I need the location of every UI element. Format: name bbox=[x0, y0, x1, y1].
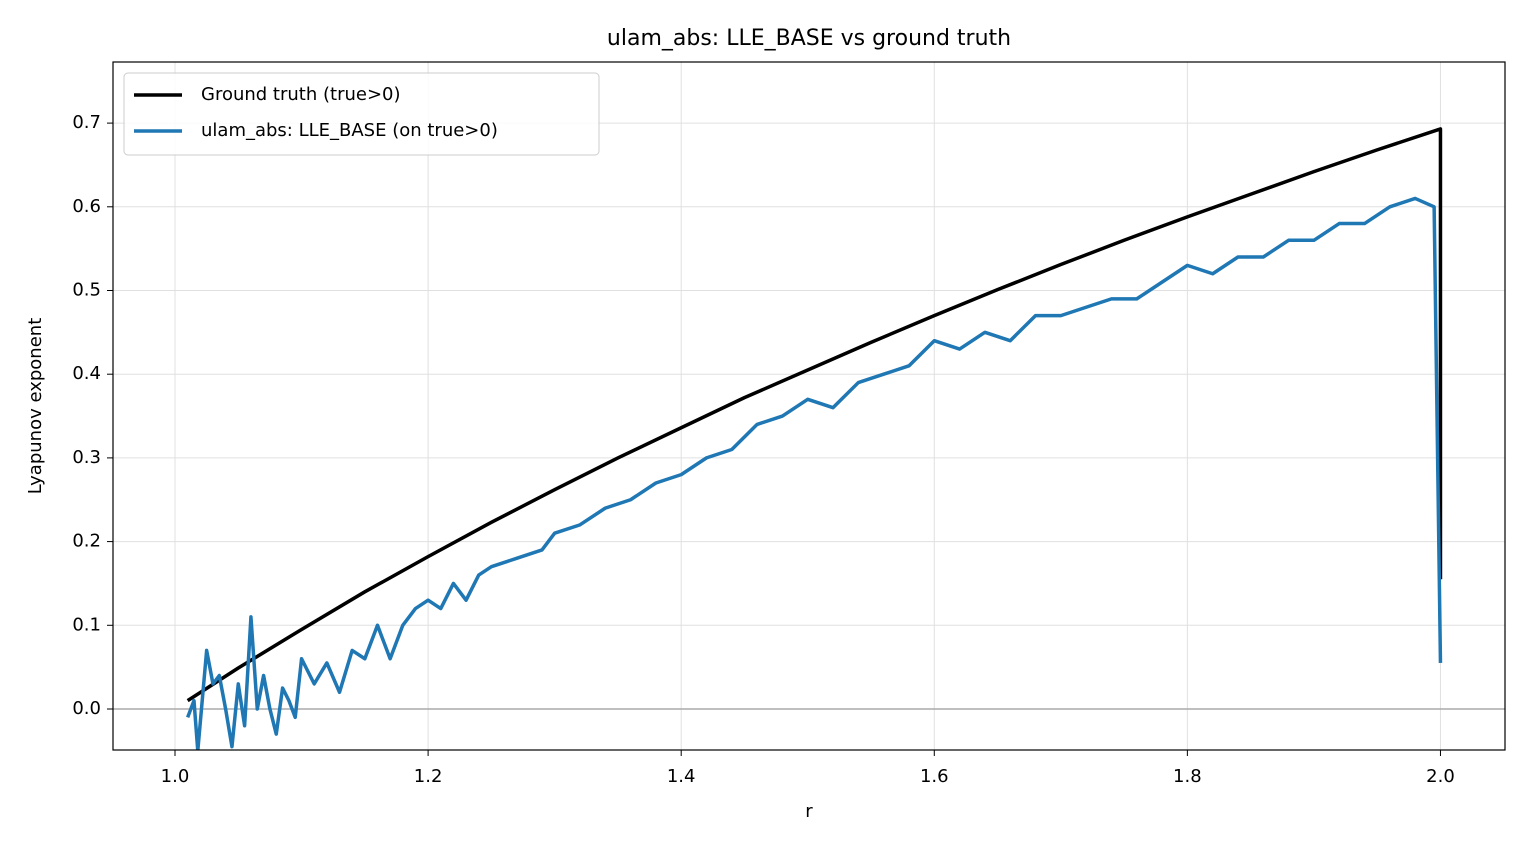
y-tick-label: 0.1 bbox=[72, 614, 101, 635]
x-axis-label: r bbox=[805, 801, 813, 822]
x-tick-label: 1.2 bbox=[414, 766, 443, 787]
y-tick-label: 0.6 bbox=[72, 196, 101, 217]
x-tick-label: 1.8 bbox=[1173, 766, 1202, 787]
plot-frame bbox=[112, 61, 1506, 751]
x-tick-label: 1.0 bbox=[161, 766, 190, 787]
series-line bbox=[186, 196, 1443, 750]
chart-title: ulam_abs: LLE_BASE vs ground truth bbox=[607, 26, 1011, 51]
y-tick-label: 0.3 bbox=[72, 447, 101, 468]
x-tick-label: 1.6 bbox=[920, 766, 949, 787]
legend-label: Ground truth (true>0) bbox=[201, 84, 401, 105]
y-tick-label: 0.0 bbox=[72, 698, 101, 719]
y-tick-label: 0.4 bbox=[72, 363, 101, 384]
legend-label: ulam_abs: LLE_BASE (on true>0) bbox=[201, 120, 498, 141]
series-line bbox=[186, 127, 1443, 703]
y-tick-label: 0.7 bbox=[72, 112, 101, 133]
legend-box bbox=[123, 72, 600, 156]
y-tick-label: 0.2 bbox=[72, 531, 101, 552]
x-tick-label: 1.4 bbox=[667, 766, 696, 787]
y-axis-label: Lyapunov exponent bbox=[25, 318, 46, 494]
y-tick-label: 0.5 bbox=[72, 279, 101, 300]
x-tick-label: 2.0 bbox=[1426, 766, 1455, 787]
